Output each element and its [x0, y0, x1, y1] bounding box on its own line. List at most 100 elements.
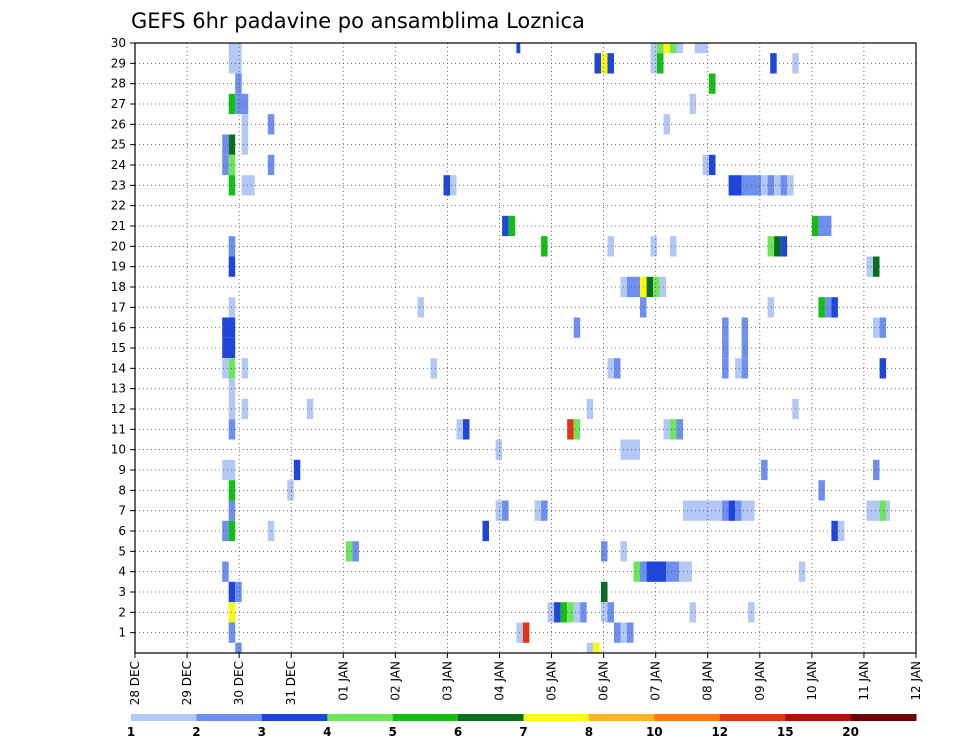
precip-cell	[607, 53, 614, 74]
precip-cell	[502, 215, 509, 237]
precip-cell	[554, 602, 561, 623]
precip-cell	[722, 358, 729, 379]
precip-cell	[837, 520, 845, 542]
precip-cell	[586, 642, 594, 653]
colorbar-swatch	[588, 714, 655, 721]
y-tick-label: 12	[111, 402, 126, 416]
precip-cell	[541, 236, 548, 257]
precip-cell	[443, 175, 450, 196]
x-tick-label: 30 DEC	[232, 661, 246, 705]
precip-cell	[761, 459, 768, 481]
colorbar-swatch	[719, 714, 786, 721]
colorbar-swatch	[261, 714, 328, 721]
colorbar-swatch	[196, 714, 263, 721]
colorbar-swatch	[458, 714, 524, 721]
x-tick-label: 02 JAN	[388, 661, 402, 701]
precip-cell	[235, 642, 242, 653]
precip-cell	[541, 500, 548, 521]
y-tick-label: 20	[111, 239, 126, 253]
x-tick-label: 01 JAN	[336, 661, 350, 701]
y-tick-label: 2	[118, 605, 126, 619]
precip-cell	[741, 358, 749, 379]
precip-cell	[670, 236, 677, 257]
precip-cell	[601, 602, 608, 623]
precip-cell	[663, 43, 670, 54]
precip-cell	[653, 276, 660, 298]
precip-cell	[287, 480, 294, 501]
precip-cell	[607, 602, 614, 623]
y-tick-label: 25	[111, 138, 126, 152]
precip-cell	[293, 459, 301, 481]
precip-cell	[495, 439, 503, 460]
colorbar-swatch	[327, 714, 394, 721]
precip-cell	[627, 276, 640, 298]
y-tick-label: 6	[118, 524, 126, 538]
x-tick-label: 29 DEC	[180, 661, 194, 705]
colorbar-label: 6	[454, 725, 462, 739]
colorbar-label: 12	[711, 725, 728, 739]
colorbar-swatch	[850, 714, 917, 721]
precip-cell	[601, 541, 608, 562]
precip-cell	[787, 175, 794, 196]
precip-cell	[676, 43, 683, 54]
precip-cell	[567, 602, 574, 623]
precip-cell	[866, 500, 880, 521]
precip-cell	[702, 154, 709, 176]
precip-cell	[495, 500, 503, 521]
precip-cell	[306, 398, 314, 420]
precip-cell	[666, 561, 680, 582]
x-tick-label: 06 JAN	[597, 661, 611, 701]
precip-cell	[586, 398, 594, 420]
precip-cell	[824, 297, 832, 318]
precip-cell	[417, 297, 424, 318]
colorbar-label: 3	[258, 725, 266, 739]
y-tick-label: 14	[111, 361, 126, 375]
precip-cell	[670, 43, 677, 54]
y-tick-label: 16	[111, 321, 126, 335]
colorbar-label: 2	[192, 725, 200, 739]
y-tick-label: 5	[118, 544, 126, 558]
plot-frame	[134, 42, 917, 654]
precip-cell	[573, 419, 581, 440]
precip-cell	[228, 43, 242, 54]
x-tick-label: 10 JAN	[805, 661, 819, 701]
colorbar-label: 20	[842, 725, 859, 739]
precip-cell	[241, 134, 249, 155]
colorbar-swatch	[131, 714, 197, 721]
y-tick-label: 15	[111, 341, 126, 355]
precip-cell	[607, 236, 614, 257]
y-tick-label: 27	[111, 97, 126, 111]
x-tick-label: 07 JAN	[649, 661, 663, 701]
precip-cell	[516, 43, 521, 54]
precip-cell	[873, 317, 880, 338]
precip-cell	[873, 459, 880, 481]
precip-cell	[235, 73, 242, 94]
precip-cell	[873, 256, 880, 277]
y-tick-label: 30	[111, 36, 126, 50]
x-tick-label: 08 JAN	[701, 661, 715, 701]
y-tick-label: 28	[111, 77, 126, 91]
precip-cell	[663, 114, 670, 135]
chart-title: GEFS 6hr padavine po ansamblima Loznica	[131, 9, 585, 33]
precip-cell	[663, 419, 670, 440]
precip-cell	[689, 93, 696, 115]
precip-cell	[767, 297, 775, 318]
colorbar-swatch	[523, 714, 590, 721]
precip-cell	[222, 154, 229, 176]
y-tick-label: 9	[118, 463, 126, 477]
colorbar-swatch	[785, 714, 852, 721]
x-tick-label: 11 JAN	[857, 661, 871, 701]
precip-cell	[345, 541, 353, 562]
precip-cell	[657, 53, 664, 74]
precip-cell	[722, 500, 729, 521]
precip-cell	[450, 175, 457, 196]
precip-cell	[222, 337, 236, 359]
y-tick-label: 7	[118, 504, 126, 518]
y-tick-label: 17	[111, 300, 126, 314]
precip-cell	[601, 53, 608, 74]
precip-cell	[774, 175, 781, 196]
precip-cell	[722, 337, 729, 359]
colorbar-swatch	[654, 714, 721, 721]
colorbar-label: 5	[389, 725, 397, 739]
